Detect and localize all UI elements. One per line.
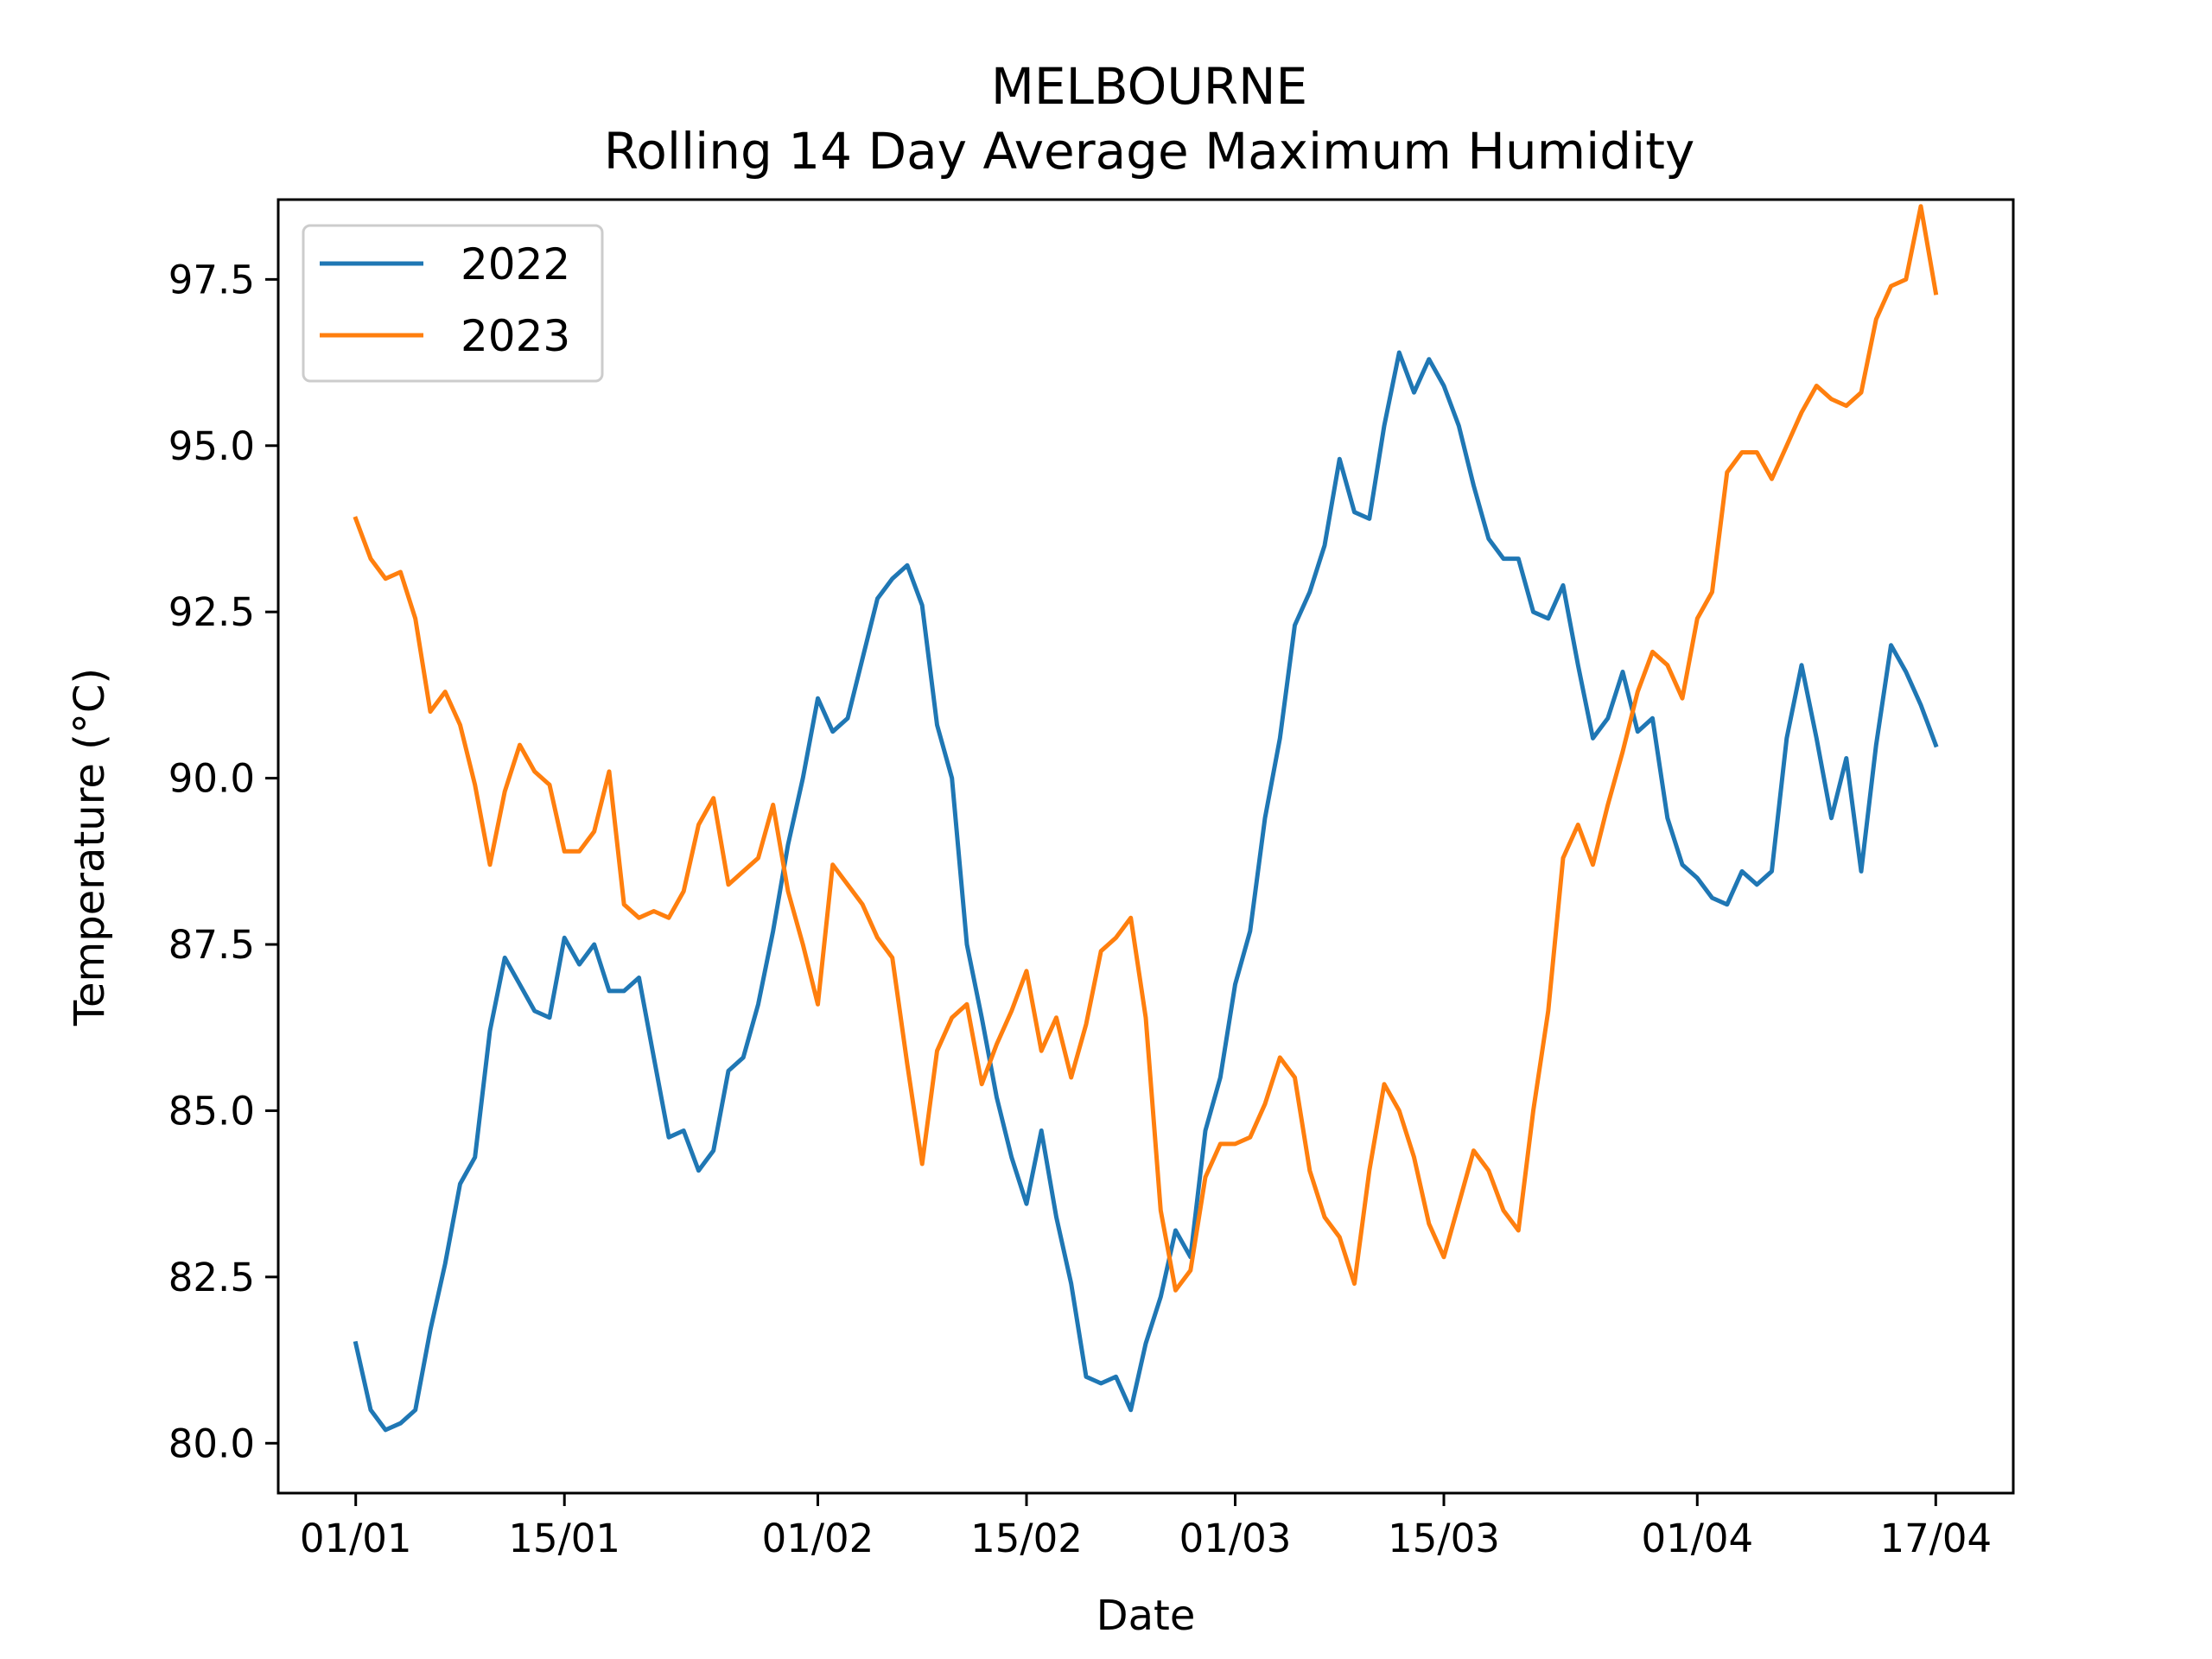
y-axis-label: Temperature (°C) <box>66 668 114 1027</box>
legend-label-2022: 2022 <box>461 239 570 289</box>
chart-title: MELBOURNE <box>991 57 1307 116</box>
x-tick-label: 15/01 <box>508 1516 620 1561</box>
y-tick-label: 87.5 <box>168 922 255 968</box>
y-tick-label: 85.0 <box>168 1088 255 1134</box>
series-line-2023 <box>353 204 1939 1293</box>
series-line-2022 <box>353 350 1939 1433</box>
chart-subtitle: Rolling 14 Day Average Maximum Humidity <box>604 122 1695 181</box>
x-tick-label: 17/04 <box>1879 1516 1992 1561</box>
x-tick-label: 15/02 <box>970 1516 1083 1561</box>
y-axis: 80.0 82.5 85.0 87.5 90.0 92.5 95.0 97.5 <box>168 257 278 1466</box>
y-tick-label: 80.0 <box>168 1421 255 1466</box>
x-tick-label: 01/04 <box>1641 1516 1753 1561</box>
plot-frame <box>276 198 2015 1495</box>
y-tick-label: 97.5 <box>168 257 255 302</box>
series-layer <box>353 204 1939 1433</box>
x-tick-label: 01/03 <box>1179 1516 1292 1561</box>
x-tick-label: 01/01 <box>300 1516 412 1561</box>
x-axis: 01/01 15/01 01/02 15/02 01/03 15/03 01/04 17/04 <box>300 1493 1992 1561</box>
legend-label-2023: 2023 <box>461 311 570 361</box>
y-tick-label: 82.5 <box>168 1255 255 1300</box>
y-tick-label: 90.0 <box>168 756 255 802</box>
y-tick-label: 92.5 <box>168 589 255 635</box>
x-tick-label: 01/02 <box>762 1516 874 1561</box>
x-axis-label: Date <box>1096 1592 1196 1640</box>
y-tick-label: 95.0 <box>168 423 255 469</box>
legend: 2022 2023 <box>302 224 604 383</box>
x-tick-label: 15/03 <box>1388 1516 1500 1561</box>
